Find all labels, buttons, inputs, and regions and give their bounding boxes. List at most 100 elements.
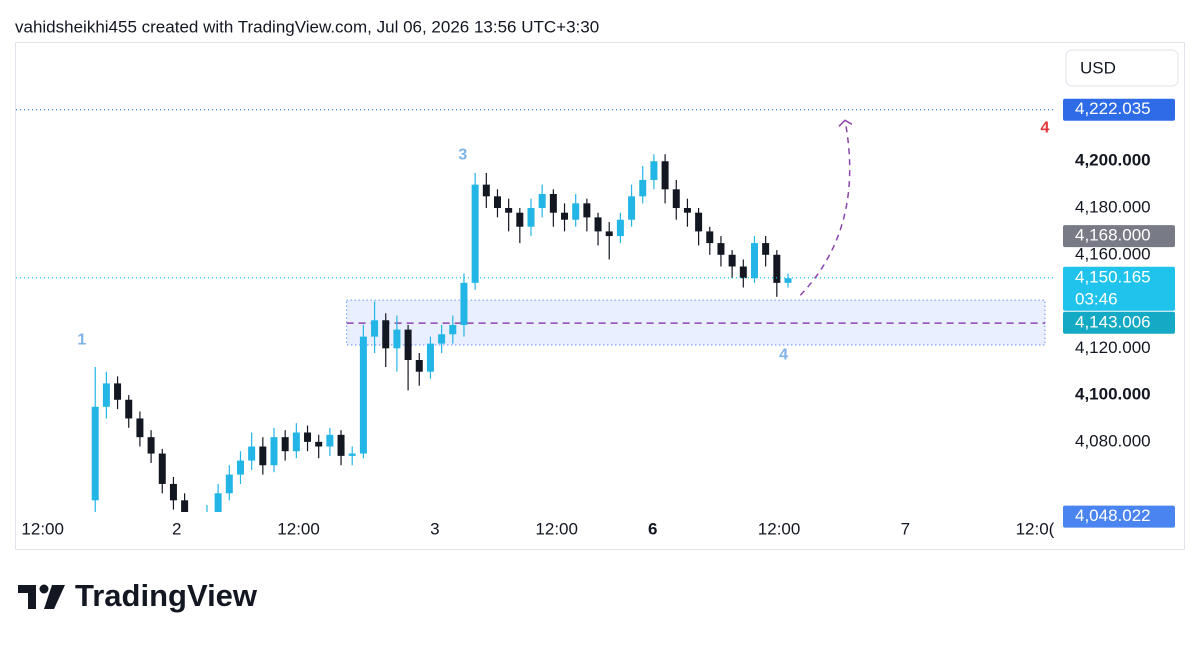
candle-body xyxy=(471,184,479,283)
candle-body xyxy=(505,208,513,213)
y-tick-label: 4,120.000 xyxy=(1075,338,1151,357)
x-tick-label: 12:0( xyxy=(1016,519,1055,538)
candle-body xyxy=(706,231,714,244)
candle-body xyxy=(292,432,300,452)
candle-body xyxy=(91,406,99,501)
price-label: 4,150.165 xyxy=(1075,267,1151,286)
currency-box xyxy=(1065,49,1179,87)
frame xyxy=(15,42,1185,550)
candle-body xyxy=(125,399,133,419)
x-tick-label: 12:00 xyxy=(758,519,801,538)
x-tick-label: 2 xyxy=(172,519,181,538)
candle-body xyxy=(739,266,747,279)
price-label: 4,168.000 xyxy=(1075,226,1151,245)
candle-body xyxy=(348,453,356,456)
candle-body xyxy=(784,278,792,283)
logo xyxy=(18,584,65,609)
y-tick-label: 4,080.000 xyxy=(1075,431,1151,450)
candle-body xyxy=(650,161,658,180)
candle-body xyxy=(236,460,244,475)
candle-body xyxy=(169,483,177,501)
candle-body xyxy=(605,231,613,237)
y-tick-label: 4,180.000 xyxy=(1075,198,1151,217)
wave-label: 4 xyxy=(1041,120,1050,137)
candle-body xyxy=(460,282,468,325)
candle-body xyxy=(549,193,557,213)
candle-body xyxy=(717,243,725,255)
candle-body xyxy=(315,441,323,447)
x-tick-label: 6 xyxy=(648,519,657,538)
plot xyxy=(91,119,1046,536)
price-label-box xyxy=(1063,98,1175,121)
price-label: 4,143.006 xyxy=(1075,312,1151,331)
candle-body xyxy=(248,446,256,461)
price-label-box xyxy=(1063,311,1175,334)
y-tick-label: 4,200.000 xyxy=(1075,151,1151,170)
currency: USD xyxy=(1080,58,1116,77)
candle-body xyxy=(415,360,423,372)
candle-body xyxy=(281,437,289,452)
candle-body xyxy=(270,437,278,466)
candle-body xyxy=(762,243,770,255)
candle-body xyxy=(661,161,669,190)
candle-body xyxy=(482,184,490,197)
candle-body xyxy=(181,500,189,512)
candle-body xyxy=(426,343,434,372)
candle-body xyxy=(438,334,446,344)
candle-body xyxy=(359,336,367,454)
brand: TradingView xyxy=(75,578,258,613)
candle-body xyxy=(259,446,267,466)
candle-body xyxy=(538,193,546,209)
candle-body xyxy=(304,432,312,442)
candle-body xyxy=(449,324,457,335)
candle-body xyxy=(102,383,110,407)
price-label-box xyxy=(1063,505,1175,528)
candle-body xyxy=(750,243,758,279)
candle-body xyxy=(326,434,334,447)
x-tick-label: 7 xyxy=(901,519,910,538)
x-tick-label: 12:00 xyxy=(21,519,64,538)
candle-body xyxy=(683,208,691,213)
candle-body xyxy=(628,196,636,220)
price-label: 4,048.022 xyxy=(1075,506,1151,525)
candle-body xyxy=(136,418,144,438)
y-tick-label: 4,100.000 xyxy=(1075,385,1151,404)
candle-body xyxy=(404,329,412,361)
y-tick-label: 4,160.000 xyxy=(1075,244,1151,263)
price-label-box xyxy=(1063,225,1175,248)
x-tick-label: 12:00 xyxy=(535,519,578,538)
candle-body xyxy=(728,254,736,267)
candle-body xyxy=(672,189,680,209)
header: vahidsheikhi455 created with TradingView… xyxy=(15,17,599,36)
candle-body xyxy=(158,453,166,484)
wave-label: 3 xyxy=(458,146,467,163)
candle-body xyxy=(371,320,379,337)
candle-body xyxy=(493,196,501,209)
price-sublabel: 03:46 xyxy=(1075,289,1118,308)
candle-body xyxy=(147,437,155,454)
wave-label: 4 xyxy=(779,347,788,364)
arrow-head xyxy=(838,119,853,127)
candle-body xyxy=(192,524,199,536)
candle-body xyxy=(516,212,524,227)
x-tick-label: 12:00 xyxy=(277,519,320,538)
candle-body xyxy=(225,474,233,494)
candle-body xyxy=(527,208,535,227)
wave-label: 1 xyxy=(77,331,86,348)
candle-body xyxy=(594,217,602,232)
candle-body xyxy=(616,219,624,237)
candle-body xyxy=(572,203,580,220)
price-label: 4,222.035 xyxy=(1075,99,1151,118)
price-label-box xyxy=(1063,266,1175,311)
projection xyxy=(799,120,851,296)
candle-body xyxy=(639,179,647,197)
candle-body xyxy=(114,383,122,400)
candle-body xyxy=(337,434,345,456)
candle-body xyxy=(214,493,222,512)
x-tick-label: 3 xyxy=(430,519,439,538)
candle-body xyxy=(382,320,390,349)
candle-body xyxy=(583,203,591,218)
candle-body xyxy=(695,212,703,232)
